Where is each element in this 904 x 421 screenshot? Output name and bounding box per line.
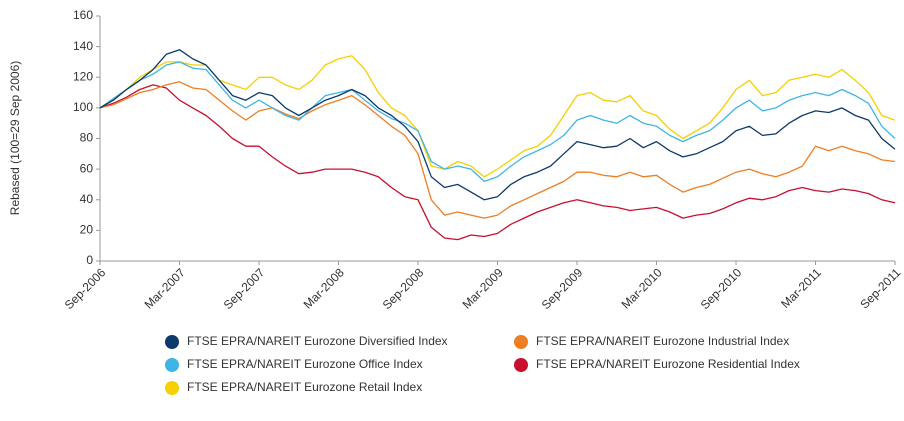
legend-swatch — [514, 358, 528, 372]
x-tick-label: Mar-2007 — [142, 265, 188, 311]
legend-label: FTSE EPRA/NAREIT Eurozone Residential In… — [536, 357, 800, 371]
x-tick-label: Sep-2010 — [698, 265, 745, 312]
series-line — [99, 81, 896, 219]
x-tick-label: Sep-2011 — [857, 265, 903, 311]
y-tick-label: 80 — [80, 131, 94, 145]
y-axis-label: Rebased (100=29 Sep 2006) — [8, 61, 22, 215]
legend-label: FTSE EPRA/NAREIT Eurozone Office Index — [187, 357, 423, 371]
series-line — [99, 61, 896, 183]
y-tick-label: 40 — [80, 192, 94, 206]
x-tick-label: Mar-2010 — [619, 265, 665, 311]
series-line — [99, 49, 896, 201]
y-tick-label: 160 — [73, 8, 93, 22]
x-tick-label: Mar-2011 — [778, 265, 824, 311]
x-tick-label: Mar-2008 — [301, 265, 347, 311]
y-tick-label: 0 — [86, 253, 93, 267]
legend-swatch — [165, 358, 179, 372]
x-tick-label: Mar-2009 — [460, 265, 506, 311]
series-line — [99, 55, 896, 178]
series-line — [99, 84, 896, 241]
legend-label: FTSE EPRA/NAREIT Eurozone Industrial Ind… — [536, 334, 789, 348]
x-tick-label: Sep-2006 — [62, 265, 109, 312]
legend-label: FTSE EPRA/NAREIT Eurozone Retail Index — [187, 380, 422, 394]
legend-swatch — [165, 381, 179, 395]
legend-label: FTSE EPRA/NAREIT Eurozone Diversified In… — [187, 334, 448, 348]
y-tick-label: 140 — [73, 39, 93, 53]
x-tick-label: Sep-2008 — [380, 265, 427, 312]
y-tick-label: 120 — [73, 69, 93, 83]
x-tick-label: Sep-2009 — [539, 265, 586, 312]
legend-swatch — [514, 335, 528, 349]
x-tick-label: Sep-2007 — [221, 265, 268, 312]
y-tick-label: 20 — [80, 223, 94, 237]
legend-swatch — [165, 335, 179, 349]
y-tick-label: 60 — [80, 161, 94, 175]
y-tick-label: 100 — [73, 100, 93, 114]
